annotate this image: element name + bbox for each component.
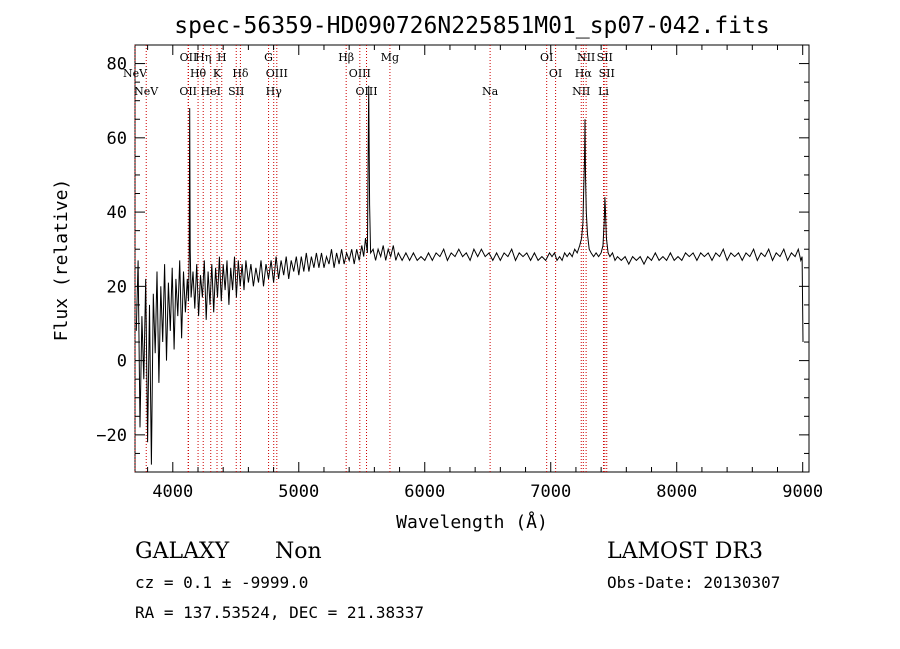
marker-label: OIII	[266, 67, 288, 80]
marker-label: G	[264, 51, 273, 64]
y-tick-label: 80	[107, 55, 127, 75]
chart-title: spec-56359-HD090726N225851M01_sp07-042.f…	[174, 13, 769, 39]
obs-date: Obs-Date: 20130307	[607, 573, 781, 592]
marker-label: Hη	[195, 51, 211, 64]
marker-label: Hγ	[266, 85, 283, 98]
marker-label: NII	[572, 85, 590, 98]
marker-label: Hθ	[190, 67, 207, 80]
marker-label: Li	[598, 85, 609, 98]
x-axis-label: Wavelength (Å)	[396, 511, 548, 533]
marker-label: Hδ	[232, 67, 249, 80]
marker-label: H	[217, 51, 227, 64]
x-tick-label: 5000	[278, 482, 319, 502]
coords-line: RA = 137.53524, DEC = 21.38337	[135, 603, 424, 622]
series-line-flux	[135, 85, 804, 465]
marker-label: Mg	[381, 51, 399, 64]
x-tick-label: 6000	[404, 482, 445, 502]
marker-label: OII	[179, 85, 197, 98]
cz-line: cz = 0.1 ± -9999.0	[135, 573, 309, 592]
y-tick-label: 0	[117, 352, 127, 372]
line-markers	[134, 45, 608, 472]
survey-label: LAMOST DR3	[607, 539, 763, 564]
y-tick-label: 40	[107, 203, 127, 223]
y-tick-label: 20	[107, 277, 127, 297]
x-tick-label: 7000	[530, 482, 571, 502]
y-tick-label: 60	[107, 129, 127, 149]
class-label: GALAXY	[135, 539, 230, 564]
y-tick-label: −20	[96, 426, 127, 446]
axes: 4000 5000 6000 7000 8000 9000 −20 0 20 40 60 80	[96, 44, 823, 502]
marker-label: NII	[577, 51, 595, 64]
marker-label: NeV	[134, 85, 159, 98]
y-axis-label: Flux (relative)	[51, 179, 72, 342]
marker-label: OII	[180, 51, 198, 64]
marker-label: OI	[549, 67, 562, 80]
marker-label: HeI	[201, 85, 221, 98]
subclass-label: Non	[275, 539, 322, 564]
marker-label: K	[213, 67, 222, 80]
marker-label: SII	[228, 85, 244, 98]
marker-label: OIII	[349, 67, 371, 80]
series-group	[135, 85, 804, 465]
marker-label: Hβ	[338, 51, 354, 64]
marker-label: SII	[597, 51, 613, 64]
marker-label: NeV	[123, 67, 148, 80]
marker-label: Hα	[575, 67, 593, 80]
marker-label: Na	[482, 85, 499, 98]
line-marker-labels: NeV NeV OII OII Hθ Hη HeI KH Hδ SII G OIII Hγ Hβ OIII O…	[123, 51, 615, 98]
x-tick-label: 9000	[782, 482, 823, 502]
marker-label: OI	[540, 51, 553, 64]
marker-label: OIII	[355, 85, 377, 98]
marker-label: SII	[599, 67, 615, 80]
x-tick-label: 4000	[152, 482, 193, 502]
x-tick-label: 8000	[656, 482, 697, 502]
